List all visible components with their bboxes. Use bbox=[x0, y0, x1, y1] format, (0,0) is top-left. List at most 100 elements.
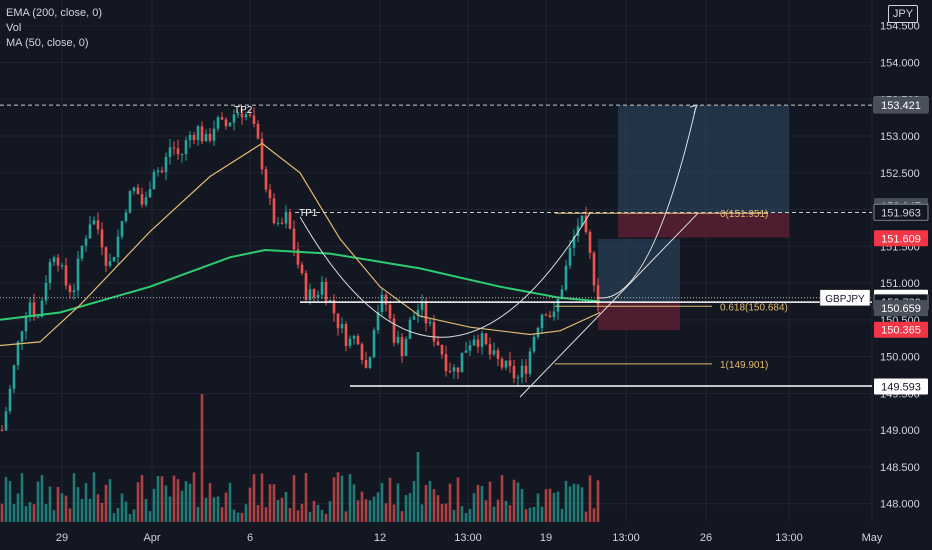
time-tick-label: 13:00 bbox=[775, 532, 803, 544]
candle-body bbox=[272, 198, 276, 224]
candle-body bbox=[452, 367, 456, 372]
volume-bar bbox=[512, 479, 516, 522]
volume-bar bbox=[144, 498, 148, 522]
volume-bar bbox=[108, 479, 112, 522]
candle-body bbox=[412, 316, 416, 320]
price-tick-label: 148.000 bbox=[880, 499, 920, 511]
volume-bar bbox=[224, 492, 228, 522]
volume-bar bbox=[280, 497, 284, 522]
volume-bar bbox=[256, 505, 260, 522]
volume-bar bbox=[244, 504, 248, 522]
candle-body bbox=[432, 322, 436, 342]
candle-body bbox=[464, 350, 468, 353]
volume-bar bbox=[104, 484, 108, 522]
volume-bar bbox=[332, 477, 336, 522]
candle-body bbox=[64, 265, 68, 286]
candle-body bbox=[504, 360, 508, 368]
candle-body bbox=[320, 281, 324, 295]
candle-body bbox=[440, 345, 444, 355]
time-tick-label: 26 bbox=[700, 532, 712, 544]
symbol-label: GBPJPY bbox=[819, 289, 871, 307]
time-tick-label: 29 bbox=[56, 532, 68, 544]
volume-bar bbox=[340, 475, 344, 522]
candle-body bbox=[416, 309, 420, 317]
candle-body bbox=[344, 324, 348, 346]
volume-bar bbox=[264, 507, 268, 522]
volume-bar bbox=[380, 482, 384, 522]
candle-body bbox=[28, 302, 32, 316]
volume-bar bbox=[196, 506, 200, 522]
position-zones bbox=[598, 105, 789, 331]
candle-body bbox=[192, 134, 196, 140]
volume-bar bbox=[60, 493, 64, 522]
candle-body bbox=[308, 289, 312, 300]
time-axis[interactable]: 29 Apr 6 12 13:00 19 13:00 26 13:00 May bbox=[56, 532, 883, 544]
volume-bar bbox=[308, 511, 312, 522]
candle-body bbox=[36, 316, 40, 318]
legend-ma[interactable]: MA (50, close, 0) bbox=[6, 37, 89, 49]
candle-body bbox=[116, 236, 120, 258]
currency-button[interactable]: JPY bbox=[888, 5, 918, 23]
volume-bar bbox=[428, 480, 432, 522]
price-axis[interactable]: 154.500154.000153.500153.000152.500152.0… bbox=[873, 21, 929, 511]
volume-bar bbox=[276, 499, 280, 522]
price-badge-text: 151.963 bbox=[881, 207, 921, 219]
volume-bar bbox=[176, 479, 180, 522]
legend-ema[interactable]: EMA (200, close, 0) bbox=[6, 7, 102, 19]
candle-body bbox=[104, 247, 108, 266]
candle-body bbox=[472, 339, 476, 346]
candle-body bbox=[232, 114, 236, 123]
time-tick-label: 6 bbox=[247, 532, 253, 544]
ma-50-line bbox=[0, 142, 601, 347]
candle-body bbox=[268, 189, 272, 199]
volume-bar bbox=[576, 484, 580, 522]
candle-body bbox=[220, 117, 224, 120]
price-badge: 153.421 bbox=[874, 97, 928, 114]
volume-bar bbox=[528, 507, 532, 522]
candle-body bbox=[444, 354, 448, 372]
candle-body bbox=[76, 258, 80, 291]
candle-body bbox=[172, 147, 176, 149]
volume-bar bbox=[116, 507, 120, 522]
volume-bar bbox=[560, 508, 564, 522]
candle-body bbox=[184, 140, 188, 154]
drawings: TP2 TP1 0(151.951) 0.618(150.684) 1(149.901)… bbox=[0, 104, 872, 398]
volume-bar bbox=[384, 503, 388, 522]
candle-body bbox=[324, 281, 328, 302]
legend-vol[interactable]: Vol bbox=[6, 22, 22, 34]
fib-0618-label: 0.618(150.684) bbox=[720, 302, 788, 313]
volume-bar bbox=[524, 509, 528, 522]
candle-body bbox=[540, 314, 544, 329]
volume-bar bbox=[28, 502, 32, 522]
candle-body bbox=[536, 328, 540, 337]
volume-bar bbox=[228, 482, 232, 522]
candle-body bbox=[520, 365, 524, 378]
candle-body bbox=[288, 211, 292, 229]
volume-bar bbox=[84, 483, 88, 522]
volume-bar bbox=[112, 513, 116, 522]
arrowhead bbox=[689, 104, 698, 114]
indicator-legend: EMA (200, close, 0) Vol MA (50, close, 0… bbox=[6, 6, 102, 51]
volume-bar bbox=[492, 506, 496, 522]
volume-bar bbox=[452, 510, 456, 522]
price-tick-label: 151.000 bbox=[880, 278, 920, 290]
volume-bar bbox=[504, 500, 508, 522]
candle-body bbox=[360, 344, 364, 360]
volume-bar bbox=[92, 472, 96, 522]
volume-bar bbox=[532, 507, 536, 522]
time-tick-label: 12 bbox=[374, 532, 386, 544]
price-badge-box bbox=[874, 300, 928, 317]
volume-bar bbox=[0, 503, 4, 522]
tp2-label: TP2 bbox=[234, 105, 253, 116]
candle-body bbox=[244, 114, 248, 118]
candle-body bbox=[356, 335, 360, 345]
candle-body bbox=[260, 138, 264, 170]
volume-bar bbox=[172, 475, 176, 522]
volume-bar bbox=[552, 492, 556, 522]
volume-bar bbox=[424, 484, 428, 522]
candle-body bbox=[392, 318, 396, 343]
volume-bar bbox=[324, 513, 328, 522]
cup-arc bbox=[299, 212, 591, 338]
candle-body bbox=[448, 371, 452, 373]
